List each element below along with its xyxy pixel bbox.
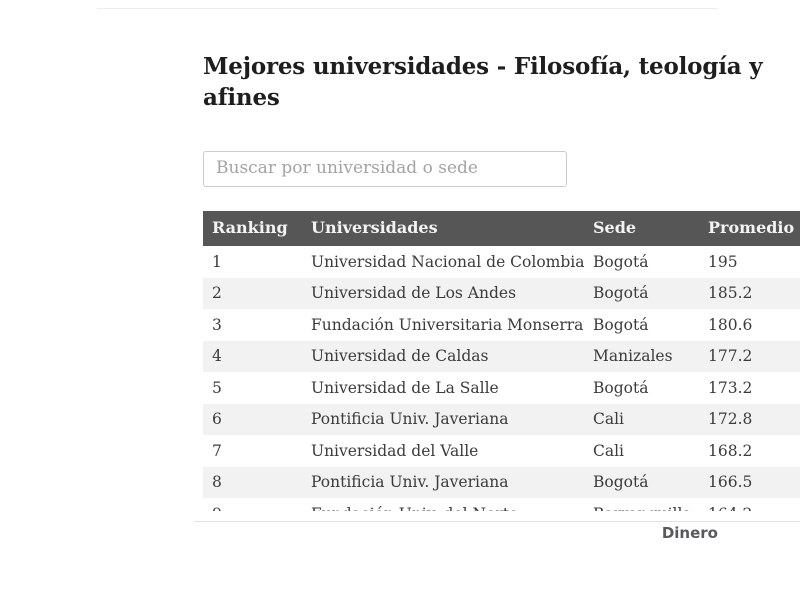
table-row: 8 Pontificia Univ. Javeriana Bogotá 166.… [203, 466, 800, 498]
cell-promedio: 164.2 [699, 498, 800, 511]
cell-ranking: 5 [212, 378, 222, 397]
table-row: 3 Fundación Universitaria Monserrate Bog… [203, 309, 800, 341]
table-row: 1 Universidad Nacional de Colombia Bogot… [203, 246, 800, 278]
cell-promedio: 173.2 [708, 378, 753, 397]
cell-universidad: Fundación Univ. del Norte [302, 498, 584, 511]
cell-ranking: 6 [203, 403, 302, 435]
table-row: 6 Pontificia Univ. Javeriana Cali 172.8 [203, 403, 800, 435]
cell-universidad: Pontificia Univ. Javeriana [302, 403, 584, 435]
cell-ranking: 9 [203, 498, 302, 511]
table-row: 7 Universidad del Valle Cali 168.2 [203, 435, 800, 467]
source-label: Dinero [661, 524, 718, 542]
column-header-universidades: Universidades [302, 211, 584, 246]
page-title: Mejores universidades - Filosofía, teolo… [203, 53, 763, 111]
table-row: 2 Universidad de Los Andes Bogotá 185.2 [203, 277, 800, 309]
search-input[interactable] [203, 151, 567, 187]
cell-promedio: 168.2 [708, 441, 753, 460]
cell-sede: Bogotá [584, 277, 699, 309]
table-row: 9 Fundación Univ. del Norte Barranquilla… [203, 498, 800, 511]
cell-ranking: 1 [212, 252, 222, 271]
column-header-sede: Sede [584, 211, 699, 246]
cell-promedio: 180.6 [708, 315, 753, 334]
table-row: 5 Universidad de La Salle Bogotá 173.2 [203, 372, 800, 404]
table-header-row: Ranking Universidades Sede Promedio [203, 211, 800, 246]
cell-sede: Bogotá [593, 315, 649, 334]
cell-sede: Cali [593, 441, 625, 460]
cell-sede: Bogotá [593, 378, 649, 397]
cell-promedio: 177.2 [699, 340, 800, 372]
cell-universidad: Universidad de Los Andes [302, 277, 584, 309]
cell-universidad: Universidad de Caldas [302, 340, 584, 372]
footer-divider [194, 521, 800, 522]
cell-sede: Manizales [584, 340, 699, 372]
cell-ranking: 4 [203, 340, 302, 372]
table-body: 1 Universidad Nacional de Colombia Bogot… [203, 246, 800, 511]
cell-promedio: 185.2 [699, 277, 800, 309]
cell-ranking: 3 [212, 315, 222, 334]
cell-promedio: 195 [708, 252, 738, 271]
cell-universidad: Universidad Nacional de Colombia [311, 252, 584, 271]
cell-promedio: 172.8 [699, 403, 800, 435]
cell-universidad: Fundación Universitaria Monserrate [311, 315, 584, 334]
cell-universidad: Universidad de La Salle [311, 378, 499, 397]
table-row: 4 Universidad de Caldas Manizales 177.2 [203, 340, 800, 372]
cell-ranking: 2 [203, 277, 302, 309]
ranking-table-scroll-area[interactable]: Ranking Universidades Sede Promedio 1 Un… [203, 211, 800, 511]
cell-universidad: Pontificia Univ. Javeriana [302, 466, 584, 498]
column-header-promedio: Promedio [699, 211, 800, 246]
cell-universidad: Universidad del Valle [311, 441, 479, 460]
cell-promedio: 166.5 [699, 466, 800, 498]
cell-sede: Barranquilla [584, 498, 699, 511]
cell-ranking: 7 [212, 441, 222, 460]
widget-card: Mejores universidades - Filosofía, teolo… [97, 8, 800, 522]
column-header-ranking: Ranking [203, 211, 302, 246]
cell-sede: Cali [584, 403, 699, 435]
ranking-table: Ranking Universidades Sede Promedio 1 Un… [203, 211, 800, 511]
cell-sede: Bogotá [584, 466, 699, 498]
cell-ranking: 8 [203, 466, 302, 498]
cell-sede: Bogotá [593, 252, 649, 271]
